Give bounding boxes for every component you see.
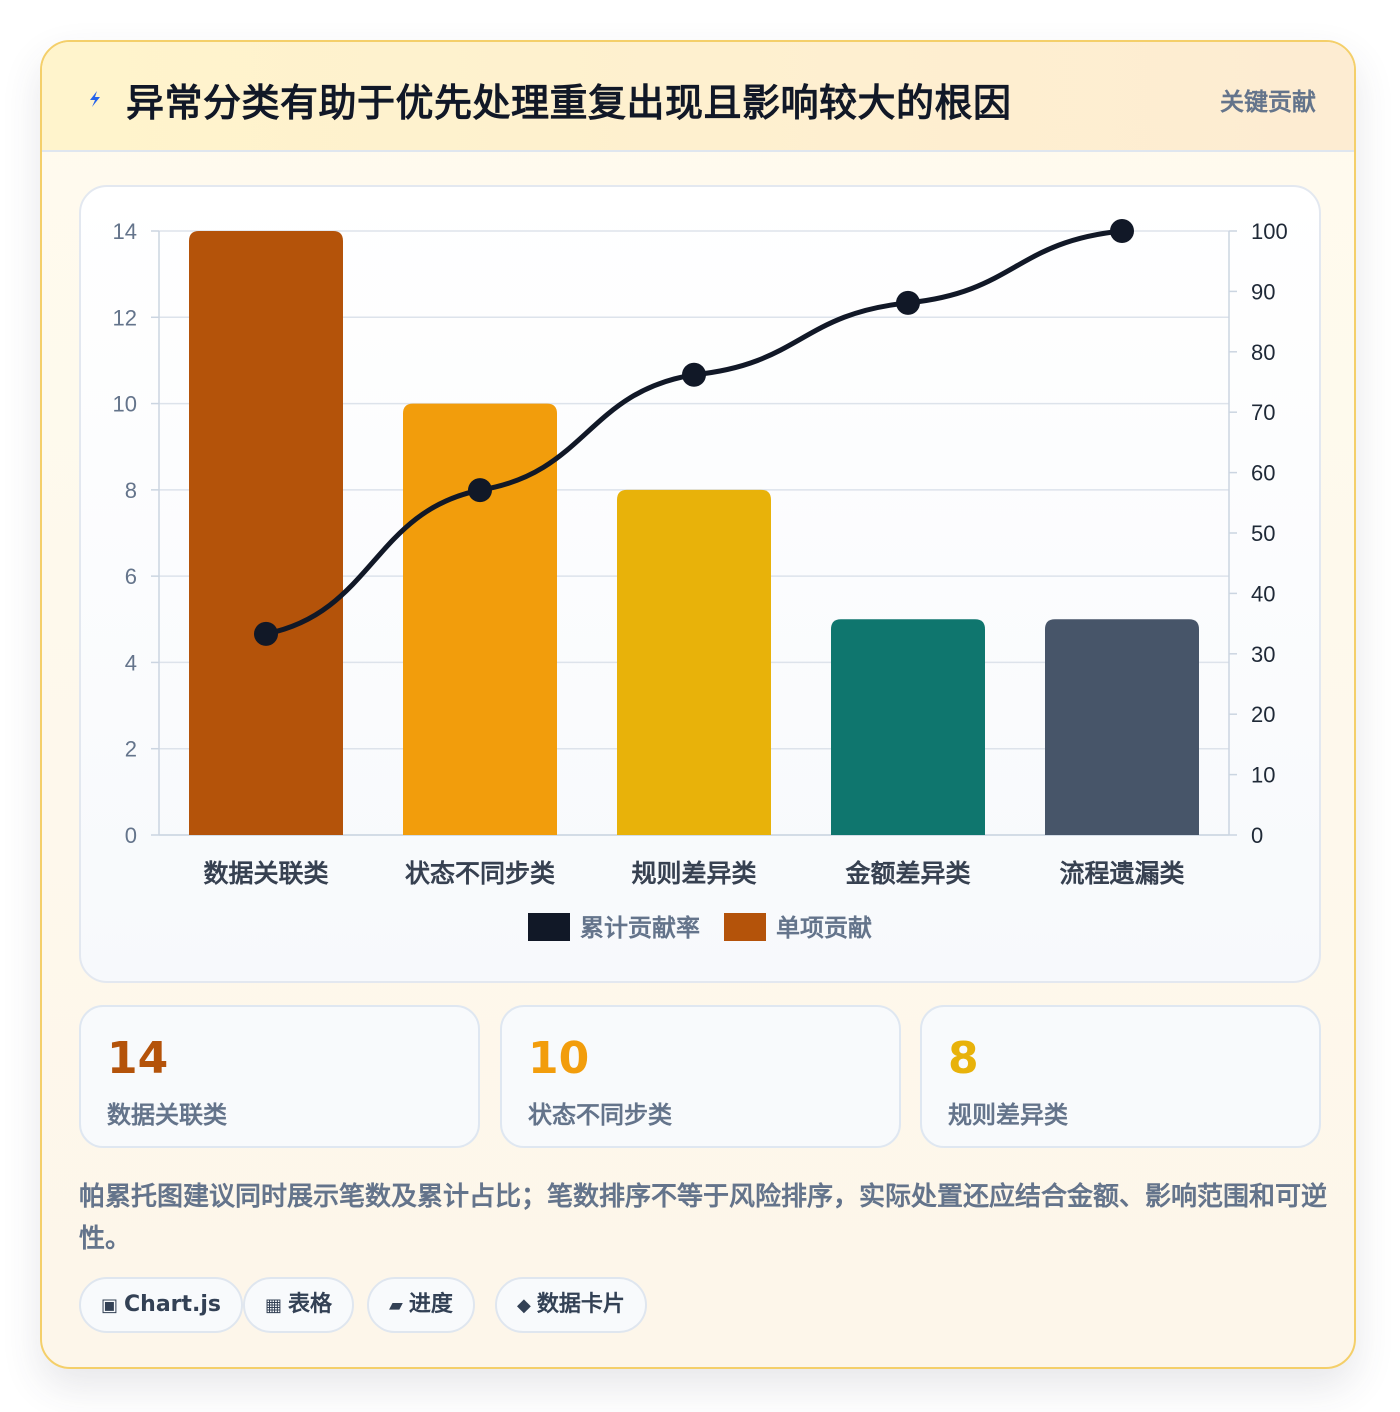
y-tick-label: 4 [125, 650, 137, 675]
cumulative-point [896, 290, 920, 315]
chip-diamond[interactable]: ◆ 数据卡片 [495, 1277, 647, 1333]
stat-card: 14 数据关联类 [79, 1005, 480, 1148]
chip-label: 表格 [288, 1292, 333, 1317]
chip-progress[interactable]: ▰ 进度 [367, 1277, 475, 1333]
y2-tick-label: 0 [1251, 823, 1263, 848]
header-tag: 关键贡献 [1220, 88, 1316, 116]
stat-value: 14 [107, 1033, 169, 1084]
chart-svg: 0 2 4 6 8 10 12 14 0 10 20 30 40 50 60 70 80 90 100 数据关联类 状态… [113, 219, 1288, 942]
stat-card: 8 规则差异类 [920, 1005, 1321, 1148]
x-tick-label: 规则差异类 [631, 859, 757, 888]
chart-icon: ▣ [101, 1295, 119, 1316]
y-tick-label: 6 [125, 564, 137, 589]
bar [403, 403, 557, 835]
pareto-chart: 0 2 4 6 8 10 12 14 0 10 20 30 40 50 60 70 80 90 100 数据关联类 状态… [79, 185, 1321, 983]
stat-card: 10 状态不同步类 [500, 1005, 901, 1148]
table-icon: ▦ [265, 1295, 283, 1316]
chart-card: 异常分类有助于优先处理重复出现且影响较大的根因 关键贡献 0 2 4 6 8 10 12 14… [40, 40, 1356, 1369]
y2-tick-label: 40 [1251, 581, 1275, 606]
y2-tick-label: 10 [1251, 763, 1275, 788]
stat-value: 10 [528, 1033, 590, 1084]
progress-icon: ▰ [389, 1295, 403, 1316]
y-tick-label: 10 [113, 392, 137, 417]
diamond-icon: ◆ [517, 1295, 531, 1316]
bar [1045, 619, 1199, 835]
x-tick-label: 状态不同步类 [405, 859, 556, 888]
chart-note: 帕累托图建议同时展示笔数及累计占比；笔数排序不等于风险排序，实际处置还应结合金额… [79, 1182, 1328, 1254]
cumulative-point [254, 621, 278, 646]
chip-chart[interactable]: ▣ Chart.js [79, 1277, 244, 1333]
bar [617, 489, 771, 835]
x-tick-label: 数据关联类 [203, 859, 329, 888]
y2-tick-label: 80 [1251, 340, 1275, 365]
stat-value: 8 [948, 1033, 979, 1084]
cumulative-point [468, 478, 492, 503]
legend-swatch [528, 913, 570, 941]
y2-tick-label: 20 [1251, 702, 1275, 727]
stat-label: 数据关联类 [107, 1101, 227, 1129]
y2-tick-label: 30 [1251, 642, 1275, 667]
y-tick-label: 12 [113, 305, 137, 330]
y-tick-label: 8 [125, 478, 137, 503]
y2-tick-label: 70 [1251, 400, 1275, 425]
stat-label: 规则差异类 [948, 1101, 1068, 1129]
chip-label: Chart.js [124, 1292, 222, 1317]
lightning-icon [90, 91, 100, 107]
chip-label: 进度 [408, 1292, 453, 1317]
x-tick-label: 金额差异类 [844, 859, 971, 888]
chip-table[interactable]: ▦ 表格 [243, 1277, 355, 1333]
y2-tick-label: 90 [1251, 279, 1275, 304]
legend-label: 累计贡献率 [580, 914, 700, 942]
legend-swatch [724, 913, 766, 941]
chip-label: 数据卡片 [536, 1292, 625, 1317]
cumulative-point [1110, 219, 1134, 243]
cumulative-point [682, 362, 706, 387]
y-tick-label: 14 [113, 219, 137, 244]
y2-tick-label: 100 [1251, 219, 1288, 244]
stat-label: 状态不同步类 [528, 1101, 672, 1129]
legend-label: 单项贡献 [776, 914, 872, 942]
page-title: 异常分类有助于优先处理重复出现且影响较大的根因 [126, 81, 1012, 125]
bar [831, 619, 985, 835]
y-tick-label: 0 [125, 823, 137, 848]
y-tick-label: 2 [125, 737, 137, 762]
y2-tick-label: 50 [1251, 521, 1275, 546]
x-tick-label: 流程遗漏类 [1059, 859, 1185, 888]
bar [189, 231, 343, 835]
y2-tick-label: 60 [1251, 461, 1275, 486]
card-header: 异常分类有助于优先处理重复出现且影响较大的根因 关键贡献 [42, 42, 1354, 152]
